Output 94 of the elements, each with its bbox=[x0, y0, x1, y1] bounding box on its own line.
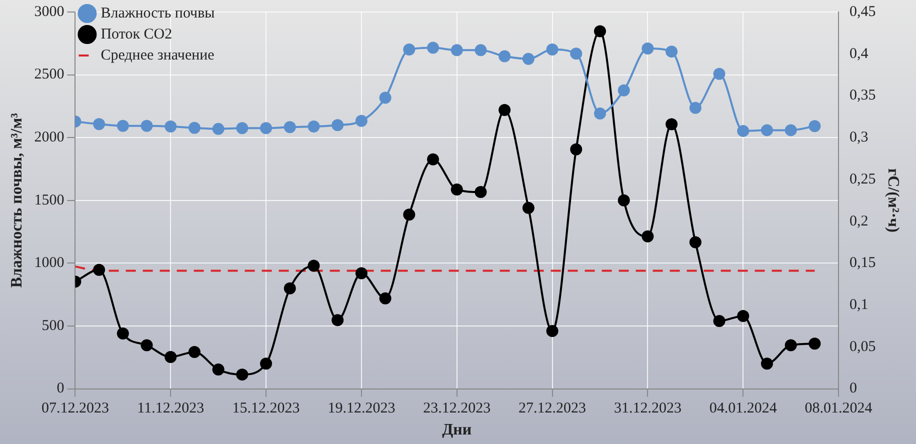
point bbox=[284, 282, 296, 294]
point bbox=[140, 120, 153, 132]
y2-tick-label: 0,2 bbox=[850, 213, 868, 230]
y2-tick-label: 0,3 bbox=[850, 130, 868, 146]
point bbox=[427, 153, 440, 166]
point bbox=[236, 122, 248, 134]
point bbox=[308, 260, 320, 272]
y-tick-label: 2500 bbox=[34, 66, 64, 83]
point bbox=[379, 292, 392, 304]
point bbox=[498, 50, 511, 62]
y2-tick-label: 0,05 bbox=[850, 338, 876, 355]
point bbox=[93, 118, 106, 130]
legend-label: Поток CO2 bbox=[100, 26, 172, 42]
point bbox=[760, 124, 773, 136]
point bbox=[427, 42, 440, 54]
point bbox=[116, 328, 129, 340]
point bbox=[308, 120, 320, 133]
point bbox=[594, 107, 606, 120]
x-tick-label: 31.12.2023 bbox=[614, 400, 682, 417]
y-axis-title: Влажность почвы, м³/м³ bbox=[8, 112, 26, 288]
point bbox=[355, 267, 368, 280]
point bbox=[737, 124, 750, 137]
point bbox=[332, 119, 344, 132]
point bbox=[689, 102, 702, 114]
point bbox=[594, 25, 606, 38]
point bbox=[666, 118, 678, 130]
x-tick-label: 19.12.2023 bbox=[328, 400, 396, 417]
x-tick-label: 23.12.2023 bbox=[423, 400, 491, 417]
point bbox=[236, 368, 248, 381]
y2-tick-label: 0,35 bbox=[850, 88, 876, 104]
point bbox=[116, 120, 129, 132]
point bbox=[808, 120, 821, 132]
point bbox=[474, 44, 487, 56]
legend-label: Влажность почвы bbox=[100, 5, 215, 22]
point bbox=[403, 208, 416, 221]
x-tick-label: 27.12.2023 bbox=[518, 400, 586, 417]
point bbox=[284, 121, 296, 134]
point bbox=[212, 122, 224, 135]
y2-tick-label: 0,1 bbox=[850, 297, 868, 314]
point bbox=[403, 44, 416, 56]
point bbox=[713, 314, 726, 327]
point bbox=[570, 48, 582, 60]
y-tick-label: 3000 bbox=[34, 4, 64, 20]
point bbox=[522, 52, 534, 65]
y2-axis-title: гС/(м²·ч) bbox=[884, 168, 902, 232]
point bbox=[642, 42, 654, 55]
point bbox=[713, 68, 726, 80]
point bbox=[808, 338, 821, 350]
point bbox=[93, 264, 106, 276]
y-tick-label: 500 bbox=[42, 318, 64, 334]
x-tick-label: 11.12.2023 bbox=[137, 400, 204, 417]
point bbox=[260, 122, 272, 134]
point bbox=[164, 350, 177, 363]
y-tick-label: 0 bbox=[56, 380, 64, 397]
x-tick-label: 08.01.2024 bbox=[804, 400, 873, 417]
point bbox=[570, 143, 582, 156]
point bbox=[260, 358, 272, 370]
point bbox=[784, 124, 797, 136]
point bbox=[474, 186, 487, 198]
point bbox=[666, 46, 678, 58]
point bbox=[188, 122, 200, 134]
legend-label: Среднее значение bbox=[100, 47, 215, 64]
y-tick-label: 2000 bbox=[34, 130, 64, 146]
point bbox=[618, 194, 630, 206]
point bbox=[188, 346, 200, 358]
y2-tick-label: 0,45 bbox=[850, 4, 876, 20]
y2-tick-label: 0,15 bbox=[850, 255, 876, 272]
y2-tick-label: 0,25 bbox=[850, 171, 876, 188]
point bbox=[140, 339, 153, 352]
point bbox=[212, 364, 224, 376]
point bbox=[689, 236, 702, 248]
y-tick-label: 1500 bbox=[34, 192, 64, 208]
point bbox=[379, 92, 392, 104]
x-tick-label: 07.12.2023 bbox=[41, 400, 109, 417]
point bbox=[784, 339, 797, 352]
point bbox=[522, 202, 534, 214]
point bbox=[332, 314, 344, 326]
point bbox=[546, 44, 558, 56]
point bbox=[450, 184, 463, 196]
point bbox=[355, 114, 368, 127]
point bbox=[164, 120, 177, 133]
point bbox=[760, 358, 773, 370]
y2-tick-label: 0 bbox=[850, 380, 858, 397]
point bbox=[737, 310, 750, 322]
point bbox=[618, 84, 630, 96]
x-axis-title: Дни bbox=[442, 422, 472, 439]
y2-tick-label: 0,4 bbox=[850, 46, 869, 62]
point bbox=[450, 44, 463, 56]
y-tick-label: 1000 bbox=[34, 255, 64, 272]
point bbox=[498, 104, 511, 116]
point bbox=[642, 230, 654, 242]
point bbox=[546, 325, 558, 338]
x-tick-label: 04.01.2024 bbox=[709, 400, 778, 417]
x-tick-label: 15.12.2023 bbox=[232, 400, 300, 417]
